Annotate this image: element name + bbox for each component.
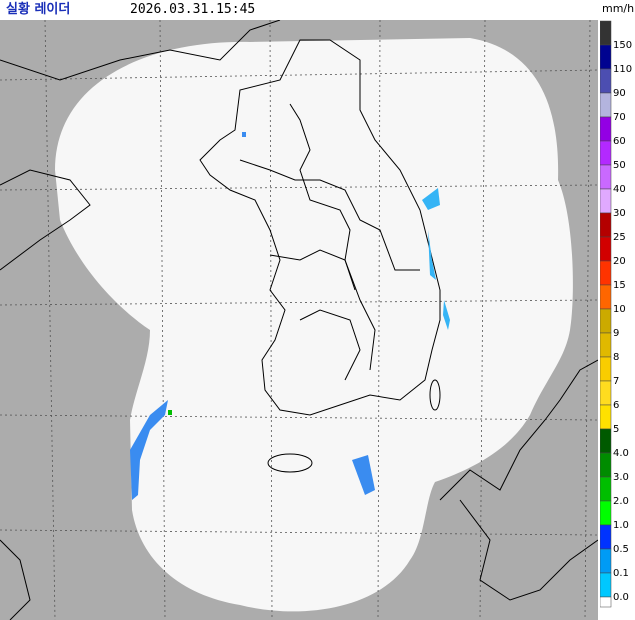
legend-label: 5 [613,424,619,435]
page-title: 실황 레이더 [6,2,71,17]
coastlines [0,20,598,620]
legend-swatch [600,140,612,166]
legend-label: 8 [613,352,619,363]
legend-swatch [600,476,612,502]
legend-label: 40 [613,184,626,195]
legend-swatch [600,500,612,526]
legend-swatch [600,164,612,190]
legend-label: 9 [613,328,619,339]
legend-label: 7 [613,376,619,387]
legend-label: 110 [613,64,632,75]
legend: 150 110 90 70 60 50 40 30 25 20 15 10 9 8 7 6 5 4.0 3.0 2.0… [600,20,632,608]
legend-swatch [600,404,612,430]
legend-swatch [600,44,612,70]
legend-swatch [600,548,612,574]
legend-label: 90 [613,88,626,99]
legend-swatch [600,260,612,286]
radar-map [0,20,598,620]
legend-label: 4.0 [613,448,629,459]
legend-label: 2.0 [613,496,629,507]
legend-swatch [600,308,612,334]
legend-swatch [600,452,612,478]
legend-swatch [600,356,612,382]
legend-label: 10 [613,304,626,315]
rain-echoes [130,132,450,500]
radar-coverage [55,38,573,612]
legend-swatch [600,20,612,46]
legend-label: 60 [613,136,626,147]
legend-swatch [600,284,612,310]
legend-swatch [600,596,612,608]
lat-lon-grid [0,20,598,620]
legend-label: 3.0 [613,472,629,483]
legend-label: 50 [613,160,626,171]
timestamp: 2026.03.31.15:45 [130,2,256,17]
legend-swatch [600,212,612,238]
legend-label: 0.5 [613,544,629,555]
legend-swatch [600,380,612,406]
legend-swatch [600,428,612,454]
legend-swatch [600,236,612,262]
legend-label: 30 [613,208,626,219]
legend-label: 150 [613,40,632,51]
legend-label: 1.0 [613,520,629,531]
legend-unit: mm/h [602,2,635,15]
legend-label: 15 [613,280,626,291]
legend-swatch [600,188,612,214]
legend-swatch [600,332,612,358]
legend-label: 0.1 [613,568,629,579]
legend-swatch [600,116,612,142]
legend-label: 6 [613,400,619,411]
legend-swatch [600,92,612,118]
legend-label: 20 [613,256,626,267]
legend-label: 0.0 [613,592,629,603]
legend-swatch [600,524,612,550]
legend-label: 25 [613,232,626,243]
legend-label: 70 [613,112,626,123]
legend-swatch [600,68,612,94]
legend-swatch [600,572,612,598]
